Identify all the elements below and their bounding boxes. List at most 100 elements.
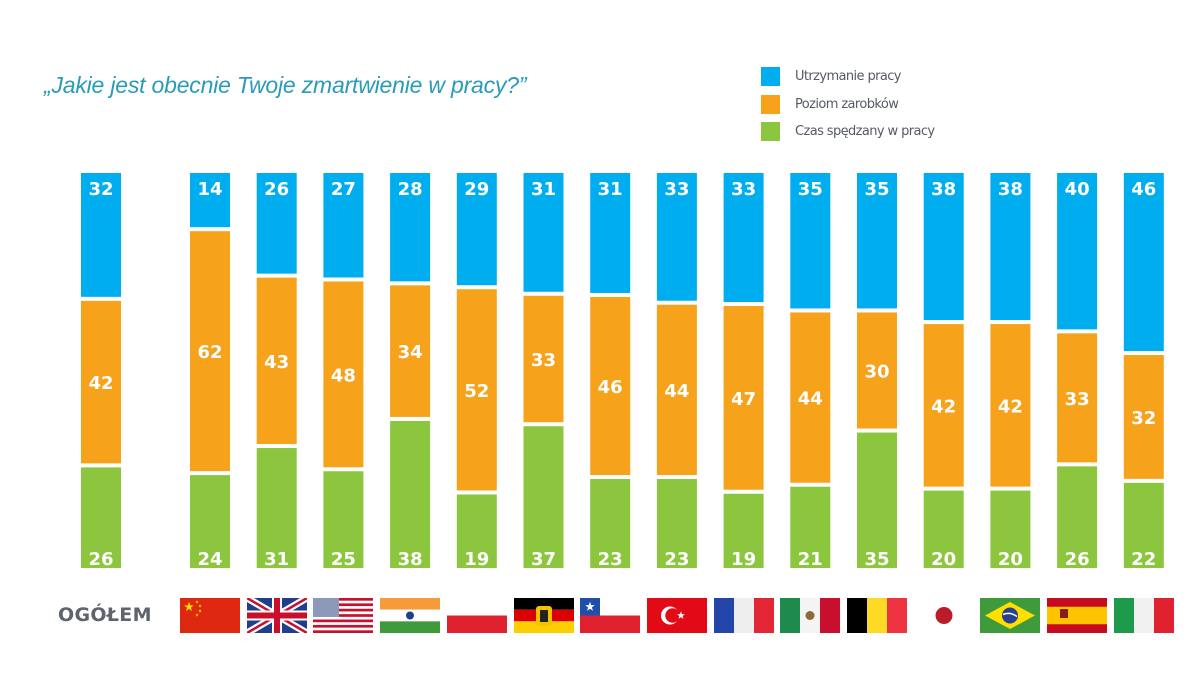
legend-label: Poziom zarobków — [795, 96, 899, 112]
data-label-job-security: 35 — [798, 179, 823, 200]
data-label-time-at-work: 21 — [798, 549, 823, 570]
bar-segment-time-at-work — [523, 426, 564, 568]
legend-item-time-at-work: Czas spędzany w pracy — [761, 118, 935, 146]
bar-segment-salary — [1057, 333, 1098, 463]
legend-swatch-salary — [761, 94, 780, 114]
data-label-time-at-work: 22 — [1131, 549, 1156, 570]
data-label-time-at-work: 37 — [531, 549, 556, 570]
bar-segment-job-security — [1123, 173, 1164, 352]
stacked-bar-chart: 32 42 26 14 62 24 26 43 31 27 48 25 28 34 38 29 52 19 31 33… — [81, 173, 1164, 570]
data-label-job-security: 14 — [197, 179, 222, 200]
data-label-salary: 44 — [664, 381, 689, 402]
data-label-salary: 52 — [464, 381, 489, 402]
data-label-salary: 33 — [1065, 389, 1090, 410]
turkey-flag-icon — [646, 598, 707, 633]
bar-segment-salary — [723, 306, 764, 490]
chile-flag-icon — [580, 598, 641, 633]
data-label-salary: 62 — [197, 342, 222, 363]
bar-segment-time-at-work — [1123, 482, 1164, 568]
data-label-job-security: 32 — [88, 179, 113, 200]
bar-group: 33 47 19 — [723, 173, 764, 570]
bar-segment-salary — [590, 296, 631, 475]
bar-segment-job-security — [790, 173, 831, 309]
bar-segment-job-security — [390, 173, 431, 282]
data-label-time-at-work: 24 — [197, 549, 222, 570]
bar-segment-time-at-work — [256, 448, 297, 568]
data-label-job-security: 38 — [998, 179, 1023, 200]
bar-segment-job-security — [81, 173, 121, 297]
legend-swatch-time-at-work — [761, 122, 780, 142]
data-label-job-security: 46 — [1131, 179, 1156, 200]
bar-group: 27 48 25 — [323, 173, 364, 570]
japan-flag-icon — [913, 598, 974, 633]
bar-group: 46 32 22 — [1123, 173, 1164, 570]
bar-segment-job-security — [323, 173, 364, 278]
bar-segment-job-security — [190, 173, 230, 228]
bar-segment-time-at-work — [656, 478, 697, 568]
bar-segment-job-security — [857, 173, 897, 309]
bar-segment-job-security — [990, 173, 1031, 321]
data-label-time-at-work: 23 — [664, 549, 689, 570]
data-label-time-at-work: 19 — [464, 549, 489, 570]
data-label-salary: 42 — [931, 396, 956, 417]
france-flag-icon — [713, 598, 774, 633]
bar-segment-time-at-work — [723, 493, 764, 568]
bar-segment-time-at-work — [990, 490, 1031, 568]
bar-group: 14 62 24 — [190, 173, 230, 570]
bar-group: 28 34 38 — [390, 173, 431, 570]
data-label-job-security: 29 — [464, 179, 489, 200]
bar-segment-salary — [456, 289, 497, 491]
mexico-flag-icon — [780, 598, 841, 633]
data-label-salary: 34 — [398, 342, 423, 363]
bar-segment-job-security — [456, 173, 497, 286]
bar-group: 31 46 23 — [590, 173, 631, 570]
data-label-time-at-work: 31 — [264, 549, 289, 570]
bar-segment-time-at-work — [81, 467, 121, 568]
bar-segment-job-security — [923, 173, 964, 321]
uk-flag-icon — [246, 598, 307, 633]
bar-group: 31 33 37 — [523, 173, 564, 570]
data-label-salary: 30 — [864, 362, 889, 383]
bar-segment-time-at-work — [923, 490, 964, 568]
bar-segment-time-at-work — [456, 494, 497, 568]
data-label-job-security: 40 — [1065, 179, 1090, 200]
bar-segment-job-security — [523, 173, 564, 292]
bar-segment-salary — [523, 295, 564, 423]
bar-group: 26 43 31 — [256, 173, 297, 570]
bar-segment-job-security — [723, 173, 764, 302]
bar-group: 38 42 20 — [923, 173, 964, 570]
bar-segment-salary — [256, 277, 297, 445]
data-label-time-at-work: 20 — [931, 549, 956, 570]
data-label-job-security: 26 — [264, 179, 289, 200]
bar-segment-time-at-work — [590, 478, 631, 568]
data-label-job-security: 38 — [931, 179, 956, 200]
legend-item-job-security: Utrzymanie pracy — [761, 63, 934, 91]
data-label-time-at-work: 19 — [731, 549, 756, 570]
bar-segment-salary — [190, 231, 230, 472]
china-flag-icon — [180, 598, 240, 633]
usa-flag-icon — [313, 598, 374, 633]
chart-title: „Jakie jest obecnie Twoje zmartwienie w … — [44, 72, 527, 98]
data-label-time-at-work: 26 — [88, 549, 113, 570]
bar-segment-job-security — [590, 173, 631, 293]
data-label-salary: 42 — [88, 373, 113, 394]
data-label-salary: 44 — [798, 389, 823, 410]
india-flag-icon — [380, 598, 441, 633]
bar-segment-salary — [990, 324, 1031, 487]
bar-segment-salary — [857, 312, 897, 429]
data-label-job-security: 33 — [731, 179, 756, 200]
data-label-salary: 42 — [998, 396, 1023, 417]
data-label-job-security: 31 — [598, 179, 623, 200]
brazil-flag-icon — [980, 598, 1041, 633]
bar-segment-salary — [81, 300, 121, 464]
bar-group: 35 44 21 — [790, 173, 831, 570]
data-label-salary: 47 — [731, 389, 756, 410]
legend-label: Czas spędzany w pracy — [795, 124, 935, 140]
bar-segment-time-at-work — [790, 486, 831, 568]
data-label-time-at-work: 23 — [598, 549, 623, 570]
bar-group: 29 52 19 — [456, 173, 497, 570]
bar-segment-time-at-work — [190, 475, 230, 568]
data-label-job-security: 31 — [531, 179, 556, 200]
spain-flag-icon — [1047, 598, 1108, 633]
belgium-flag-icon — [847, 598, 907, 633]
